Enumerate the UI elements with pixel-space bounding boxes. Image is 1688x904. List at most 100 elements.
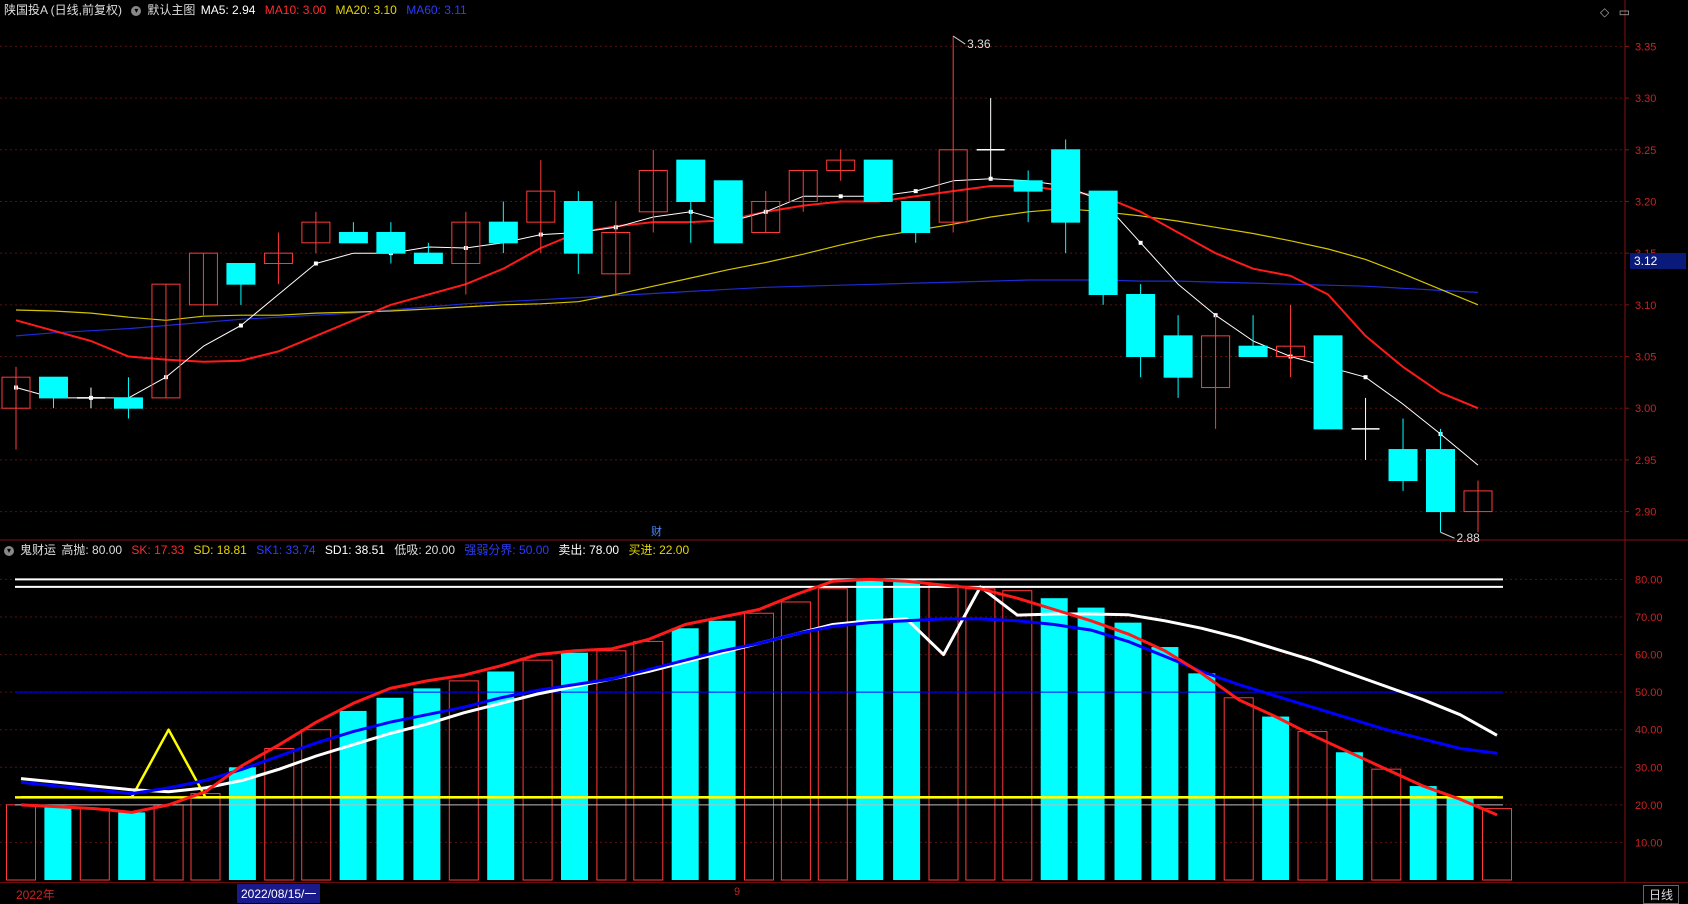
indicator-bar-down xyxy=(893,581,921,880)
indicator-tick-label: 80.00 xyxy=(1635,574,1663,586)
indicator-bar-up xyxy=(1223,697,1254,881)
indicator-bar-down xyxy=(118,812,146,880)
indicator-bar-up xyxy=(79,808,110,881)
high-price-label: 3.36 xyxy=(967,37,991,51)
indicator-tick-label: 60.00 xyxy=(1635,650,1663,662)
indicator-bar-down xyxy=(376,697,404,880)
candle-body-down xyxy=(413,252,443,264)
indicator-menu-icon[interactable]: ▾ xyxy=(4,545,14,556)
indicator-bar-down xyxy=(1335,752,1363,880)
ma5-value: MA5: 2.94 xyxy=(200,3,256,17)
price-tick-label: 3.10 xyxy=(1635,300,1656,312)
low-price-label: 2.88 xyxy=(1457,531,1481,545)
candle-body-down xyxy=(113,397,143,409)
price-tick-label: 3.25 xyxy=(1635,145,1656,157)
indicator-bar-up xyxy=(522,659,553,881)
candle-body-up xyxy=(1201,335,1231,389)
candle-body-down xyxy=(676,159,706,202)
yellow-signal-line xyxy=(21,728,1497,799)
stock-name[interactable]: 陕国投A (日线,前复权) xyxy=(4,3,123,17)
indicator-bar-up xyxy=(190,793,221,881)
price-tick-label: 3.05 xyxy=(1635,352,1656,364)
candle-body-up xyxy=(151,283,181,399)
window-controls: ◇ ▭ xyxy=(1600,5,1630,19)
template-menu-icon[interactable]: ▾ xyxy=(131,5,142,16)
indicator-bar-down xyxy=(339,710,367,880)
grid-layer: 3.353.303.253.203.153.103.053.002.952.90… xyxy=(0,0,1688,882)
indicator-tick-label: 30.00 xyxy=(1635,762,1663,774)
candle-body-up xyxy=(1,376,31,409)
candle-body-down xyxy=(863,159,893,202)
period-label[interactable]: 日线 xyxy=(1643,885,1680,904)
candle-body-down xyxy=(376,231,406,254)
candle-body-up xyxy=(638,169,668,213)
year-label: 2022年 xyxy=(16,888,55,902)
indicator-buy: 买进: 22.00 xyxy=(628,543,690,557)
candle-body-down xyxy=(338,231,368,244)
indicator-tick-label: 20.00 xyxy=(1635,800,1663,812)
indicator-high: 高抛: 80.00 xyxy=(61,543,123,557)
ma60-value: MA60: 3.11 xyxy=(406,3,467,17)
ma5-marker xyxy=(913,189,918,194)
candle-body-down xyxy=(1051,149,1081,223)
window-restore-icon[interactable]: ▭ xyxy=(1618,5,1630,19)
diamond-icon[interactable]: ◇ xyxy=(1600,5,1610,19)
candle-body-up xyxy=(526,190,556,223)
indicator-bar-down xyxy=(1188,673,1216,880)
sk-line xyxy=(20,577,1498,817)
ma60-line xyxy=(15,279,1479,337)
candle-body-down xyxy=(1163,335,1193,378)
finance-marker[interactable]: 财 xyxy=(651,526,662,538)
indicator-sk1: SK1: 33.74 xyxy=(256,543,316,557)
indicator-name[interactable]: 鬼财运 xyxy=(20,543,57,557)
ma20-line xyxy=(15,208,1479,321)
candle-body-up xyxy=(301,221,331,244)
ma5-marker xyxy=(313,261,318,266)
indicator-bar-down xyxy=(856,579,884,880)
indicator-tick-label: 10.00 xyxy=(1635,837,1663,849)
candle-body-up xyxy=(601,231,631,275)
candle-body-up xyxy=(788,169,818,202)
price-tick-label: 3.30 xyxy=(1635,93,1656,105)
indicator-bar-up xyxy=(928,584,959,881)
indicator-bar-down xyxy=(1446,797,1474,880)
candle-body-up xyxy=(1276,345,1306,358)
indicator-bar-down xyxy=(1077,607,1105,880)
candle-body-down xyxy=(1088,190,1118,296)
indicator-bar-up xyxy=(1297,731,1328,881)
bottom-bar: 2022年 2022/08/15/一 9 日线 xyxy=(0,882,1688,904)
indicator-sk: SK: 17.33 xyxy=(131,543,185,557)
candle-body-up xyxy=(938,149,968,223)
template-name[interactable]: 默认主图 xyxy=(147,3,196,17)
indicator-bar-up xyxy=(633,640,664,881)
indicator-bar-down xyxy=(1114,622,1142,880)
indicator-tick-label: 70.00 xyxy=(1635,612,1663,624)
sk1-line xyxy=(20,617,1498,796)
ma10-line xyxy=(15,185,1479,410)
ma10-value: MA10: 3.00 xyxy=(264,3,327,17)
price-tick-label: 2.95 xyxy=(1635,455,1656,467)
indicator-header: ▾ 鬼财运 高抛: 80.00 SK: 17.33 SD: 18.81 SK1: … xyxy=(4,543,695,557)
indicator-low: 低吸: 20.00 xyxy=(394,543,456,557)
price-tick-label: 3.20 xyxy=(1635,196,1656,208)
indicator-layer xyxy=(6,577,1512,881)
indicator-bar-up xyxy=(1371,768,1402,881)
indicator-mid: 强弱分界: 50.00 xyxy=(464,543,550,557)
candle-body-down xyxy=(38,376,68,399)
indicator-bar-up xyxy=(780,601,811,881)
indicator-sell: 卖出: 78.00 xyxy=(558,543,620,557)
indicator-bar-up xyxy=(965,588,996,881)
candle-body-down xyxy=(488,221,518,244)
indicator-bar-down xyxy=(1409,786,1437,880)
indicator-bar-down xyxy=(1040,598,1068,880)
candle-body-up xyxy=(826,159,856,171)
candle-body-down xyxy=(1388,449,1418,482)
indicator-bar-up xyxy=(596,650,627,881)
price-tick-label: 3.35 xyxy=(1635,41,1656,53)
indicator-bar-up xyxy=(448,680,479,881)
ma5-line xyxy=(15,178,1479,466)
candle-body-up xyxy=(451,221,481,264)
candle-body-down xyxy=(901,200,931,233)
